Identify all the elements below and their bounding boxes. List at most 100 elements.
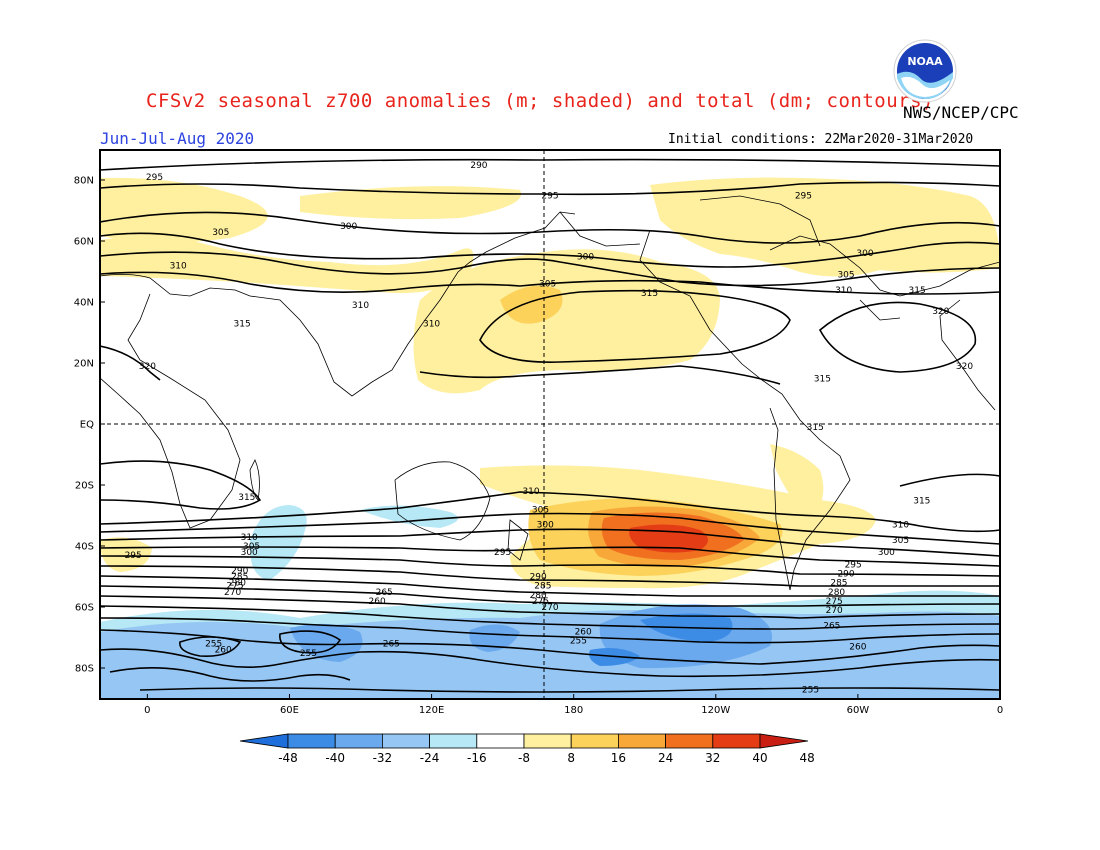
- contour-label: 295: [541, 191, 558, 201]
- contour-label: 270: [826, 606, 843, 616]
- contour-label: 305: [539, 280, 556, 290]
- contour-label: 280: [828, 588, 845, 598]
- contour-label: 270: [224, 588, 241, 598]
- contour-label: 285: [534, 582, 551, 592]
- contour-label: 305: [212, 228, 229, 238]
- colorbar-swatch: [712, 733, 761, 749]
- contour-label: 285: [231, 573, 248, 583]
- contour-label: 315: [807, 423, 824, 433]
- contour-label: 315: [641, 289, 658, 299]
- lon-tick-label: 60E: [280, 705, 299, 716]
- contour-label: 310: [835, 286, 852, 296]
- lat-tick-label: 60S: [75, 603, 94, 614]
- lon-tick-label: 120E: [419, 705, 444, 716]
- coastlines: [100, 195, 1000, 591]
- contour-label: 305: [837, 271, 854, 281]
- contour-label: 275: [226, 582, 243, 592]
- contour-label: 300: [577, 252, 594, 262]
- contour-label: 310: [522, 487, 539, 497]
- contour-label: 315: [234, 319, 251, 329]
- contour-label: 320: [932, 307, 949, 317]
- contour-label: 260: [575, 627, 592, 637]
- latitude-axis: 80N 60N 40N 20N EQ 20S 40S 60S 80S: [74, 176, 105, 675]
- lat-tick-label: 60N: [74, 237, 94, 248]
- colorbar-arrow-right: [759, 733, 809, 749]
- contour-label: 300: [856, 249, 873, 259]
- contour-label: 260: [369, 597, 386, 607]
- contour-label: 300: [340, 222, 357, 232]
- contour-label: 315: [913, 496, 930, 506]
- contour-label: 265: [376, 588, 393, 598]
- contour-label: 315: [909, 286, 926, 296]
- contour-label: 290: [470, 161, 487, 171]
- contour-label: 295: [146, 173, 163, 183]
- noaa-logo-text: NOAA: [907, 55, 943, 68]
- lat-tick-label: 40N: [74, 298, 94, 309]
- contour-label: 305: [892, 536, 909, 546]
- colorbar-tick-label: 24: [658, 751, 673, 765]
- contour-label: 305: [532, 505, 549, 515]
- contour-labels: 290 295 295 295 300 305 300 300 305 310 305 315 310 3…: [125, 161, 974, 696]
- colorbar-swatch: [523, 733, 572, 749]
- contour-label: 320: [139, 362, 156, 372]
- contour-label: 255: [300, 649, 317, 659]
- colorbar-tick-label: -32: [373, 751, 393, 765]
- contour-label: 290: [231, 566, 248, 576]
- colorbar-swatch: [570, 733, 619, 749]
- contour-label: 320: [956, 362, 973, 372]
- colorbar-swatch: [476, 733, 525, 749]
- colorbar-swatch: [618, 733, 667, 749]
- lat-tick-label: EQ: [80, 420, 94, 431]
- contour-label: 290: [530, 573, 547, 583]
- contour-label: 315: [814, 374, 831, 384]
- colorbar-tick-label: -16: [467, 751, 487, 765]
- contour-label: 290: [837, 569, 854, 579]
- colorbar-swatch: [334, 733, 383, 749]
- longitude-axis: 0 60E 120E 180 120W 60W 0: [144, 694, 1003, 716]
- initial-conditions-label: Initial conditions: 22Mar2020-31Mar2020: [668, 132, 974, 147]
- colorbar-tick-label: 40: [752, 751, 767, 765]
- height-contours: [100, 158, 1000, 693]
- lon-tick-label: 0: [997, 705, 1003, 716]
- lat-tick-label: 40S: [75, 542, 94, 553]
- contour-label: 315: [238, 493, 255, 503]
- colorbar-tick-label: -48: [278, 751, 298, 765]
- colorbar-swatch: [429, 733, 478, 749]
- contour-label: 295: [494, 548, 511, 558]
- agency-label: NWS/NCEP/CPC: [903, 103, 1019, 122]
- contour-label: 310: [892, 521, 909, 531]
- lat-tick-label: 80S: [75, 664, 94, 675]
- lat-tick-label: 20N: [74, 359, 94, 370]
- contour-label: 275: [532, 597, 549, 607]
- lat-tick-label: 80N: [74, 176, 94, 187]
- contour-label: 310: [241, 533, 258, 543]
- contour-label: 295: [795, 191, 812, 201]
- contour-label: 275: [826, 597, 843, 607]
- contour-label: 280: [530, 591, 547, 601]
- contour-label: 310: [170, 261, 187, 271]
- contour-label: 260: [849, 643, 866, 653]
- contour-label: 310: [352, 301, 369, 311]
- colorbar-arrow-left: [239, 733, 289, 749]
- contour-label: 295: [125, 551, 142, 561]
- contour-label: 280: [229, 579, 246, 589]
- contour-label: 255: [570, 637, 587, 647]
- colorbar-tick-label: 8: [567, 751, 575, 765]
- map-title: CFSv2 seasonal z700 anomalies (m; shaded…: [146, 90, 934, 112]
- contour-label: 300: [878, 548, 895, 558]
- noaa-logo: NOAA: [893, 39, 957, 103]
- contour-label: 260: [215, 646, 232, 656]
- colorbar-swatch: [287, 733, 336, 749]
- lon-tick-label: 0: [144, 705, 150, 716]
- contour-label: 265: [823, 621, 840, 631]
- colorbar-tick-label: 16: [611, 751, 626, 765]
- contour-label: 285: [830, 579, 847, 589]
- colorbar-tick-label: -24: [420, 751, 440, 765]
- colorbar-tick-label: 48: [800, 751, 815, 765]
- colorbar-tick-label: 32: [705, 751, 720, 765]
- contour-label: 255: [802, 685, 819, 695]
- colorbar-swatch: [665, 733, 714, 749]
- colorbar: -48 -40 -32 -24 -16 -8 8 16 24 32 40 48: [239, 733, 815, 765]
- contour-label: 270: [541, 603, 558, 613]
